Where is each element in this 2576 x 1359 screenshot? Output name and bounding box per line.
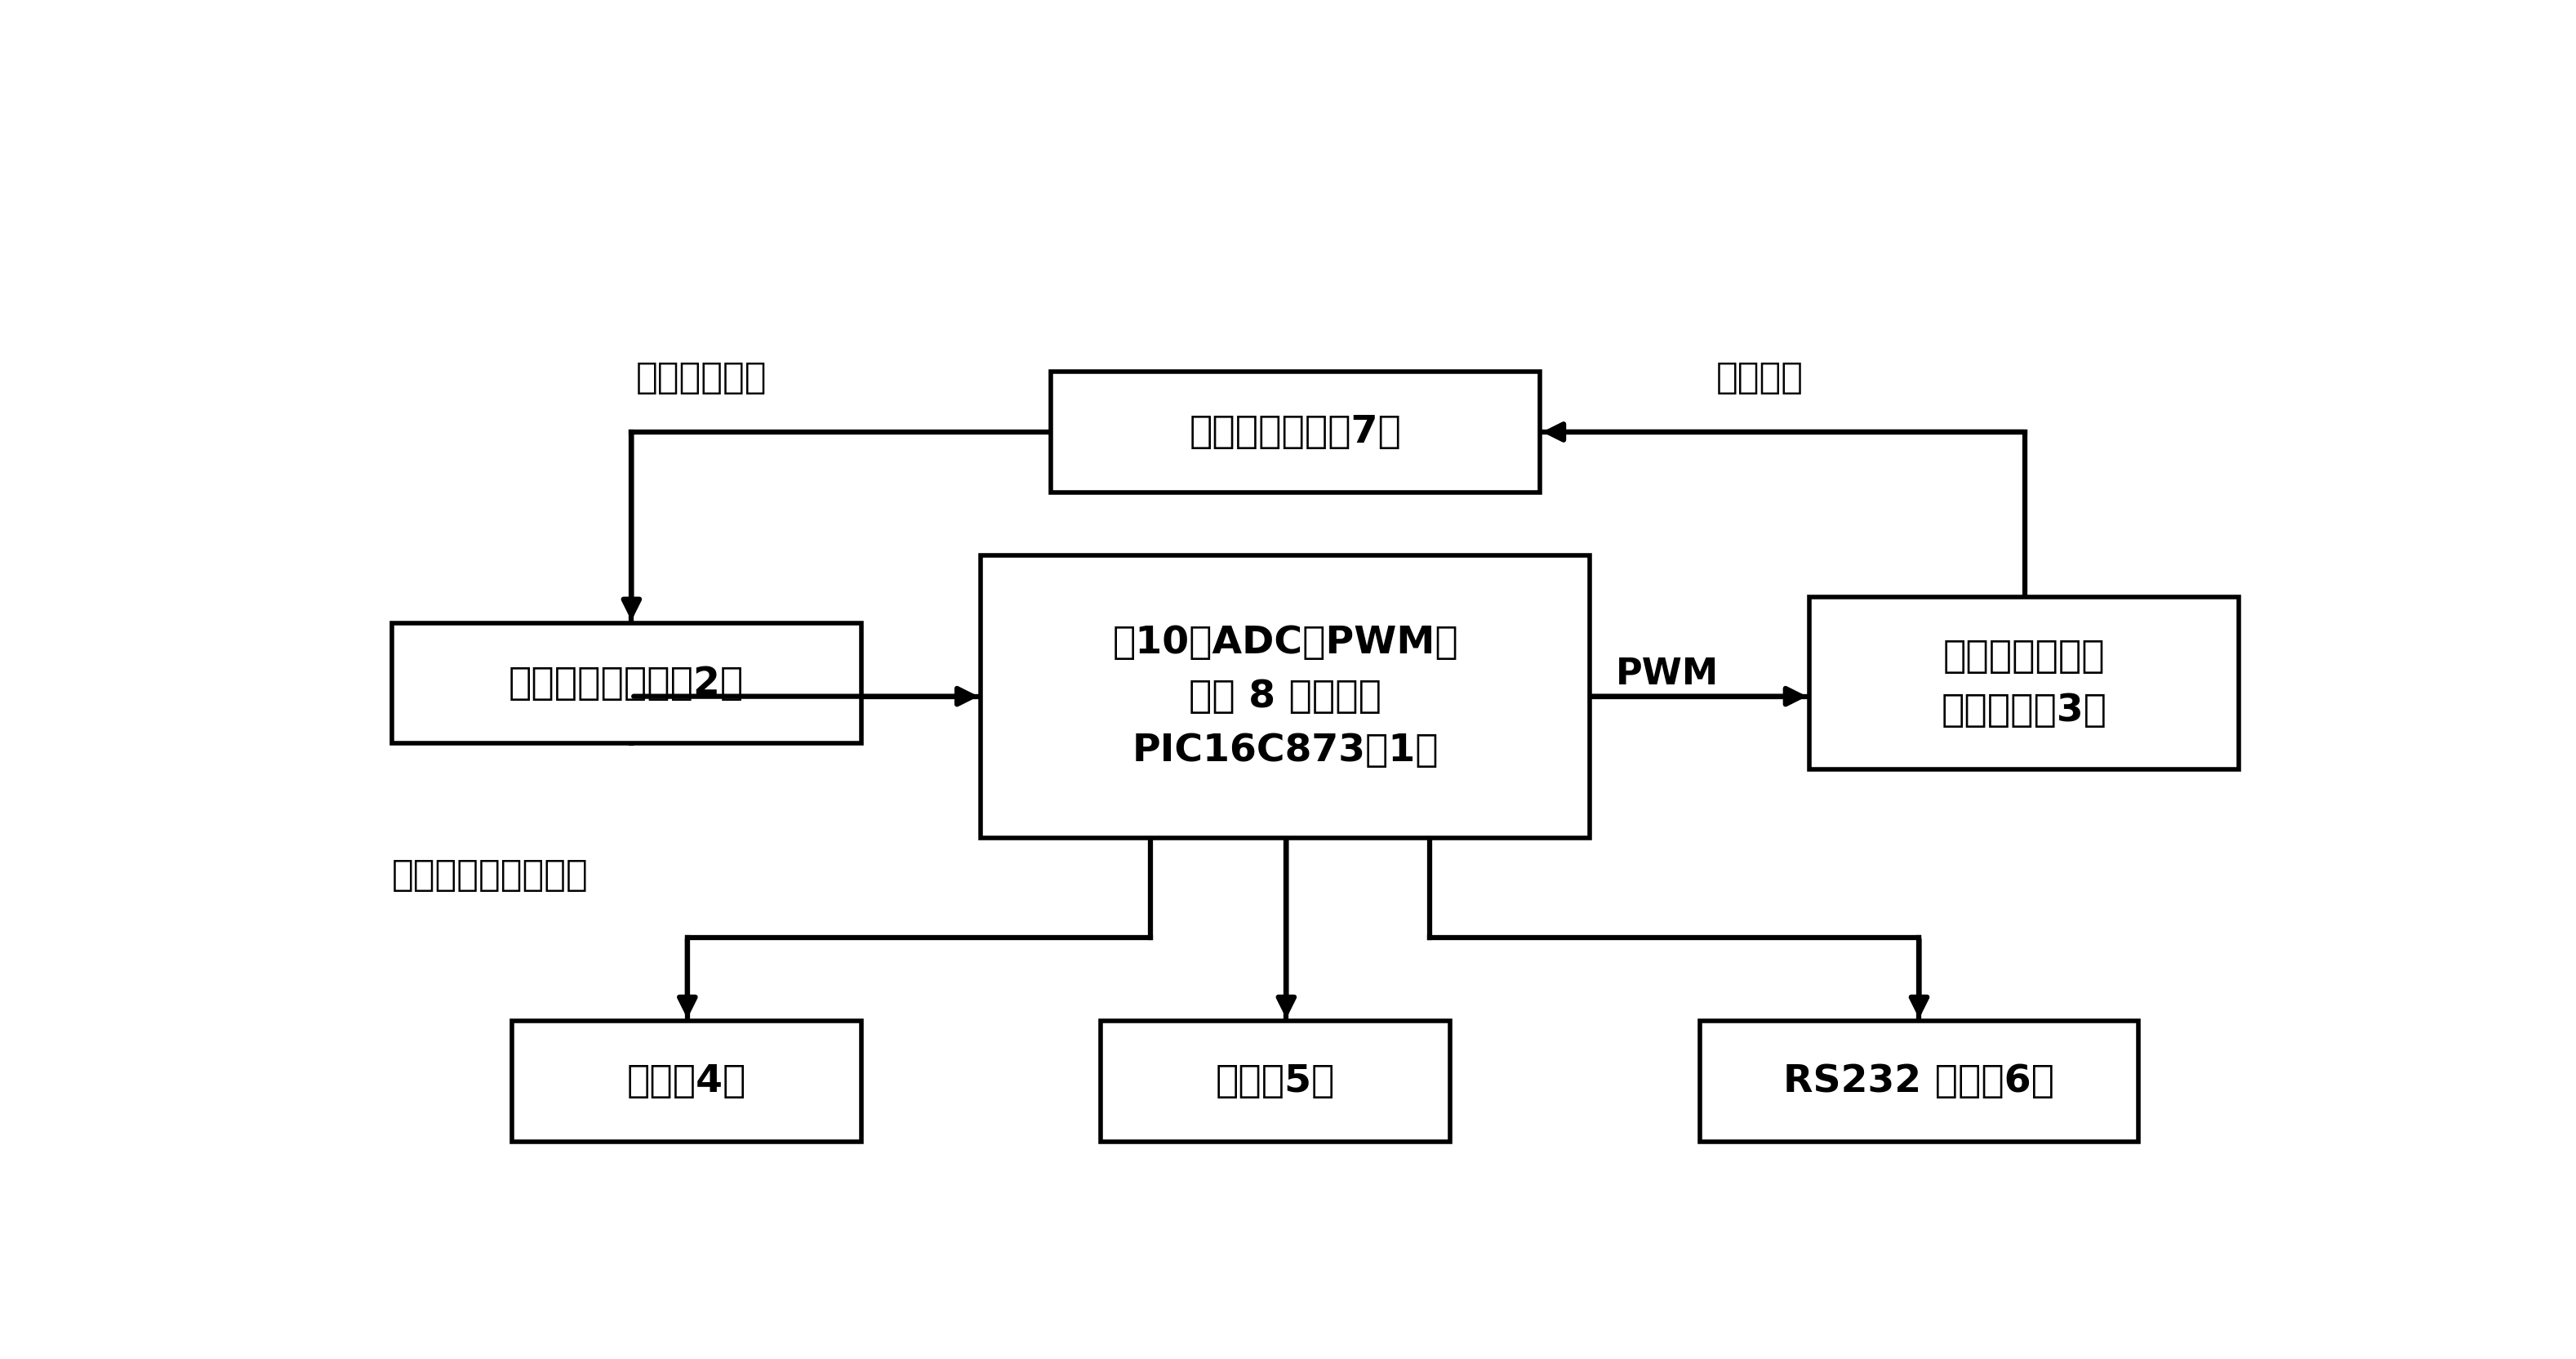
Text: 位置及振动相位信号: 位置及振动相位信号 (392, 858, 587, 893)
Text: 键盘（5）: 键盘（5） (1216, 1063, 1334, 1099)
Text: 年10位ADC、PWM输
出的 8 位单片机
PIC16C873（1）: 年10位ADC、PWM输 出的 8 位单片机 PIC16C873（1） (1113, 625, 1458, 769)
Text: 光电位置传感器（2）: 光电位置传感器（2） (510, 666, 744, 703)
Bar (1808, 598, 2239, 771)
Text: 显示（4）: 显示（4） (626, 1063, 747, 1099)
Text: 由功率开关控制
的激振器（3）: 由功率开关控制 的激振器（3） (1942, 639, 2107, 728)
Text: 振动送料装置（7）: 振动送料装置（7） (1190, 414, 1401, 451)
Text: RS232 接口（6）: RS232 接口（6） (1783, 1063, 2056, 1099)
Bar (1700, 1021, 2138, 1142)
Bar (392, 624, 860, 743)
Bar (513, 1021, 860, 1142)
Bar (1100, 1021, 1450, 1142)
Text: 送料振动状态: 送料振动状态 (636, 360, 768, 395)
Bar (1051, 372, 1540, 493)
Text: PWM: PWM (1615, 656, 1718, 692)
Text: 激励信号: 激励信号 (1716, 360, 1803, 395)
Bar (981, 556, 1589, 839)
